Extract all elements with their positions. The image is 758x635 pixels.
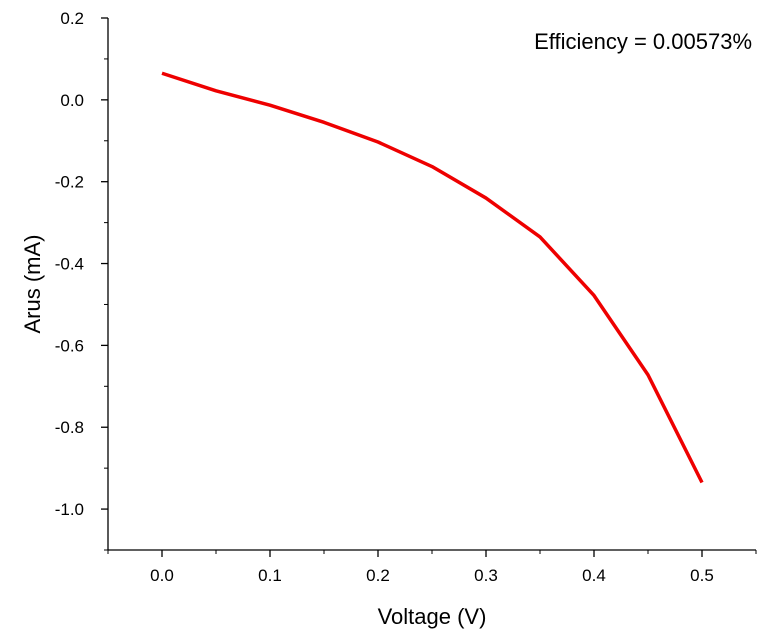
x-tick-label: 0.5 — [690, 566, 714, 585]
x-axis-ticks: 0.0 0.1 0.2 0.3 0.4 0.5 — [107, 550, 757, 585]
series-layer — [161, 71, 704, 484]
x-tick-label: 0.0 — [150, 566, 174, 585]
x-tick-label: 0.4 — [582, 566, 606, 585]
y-tick-label: -0.4 — [55, 255, 84, 274]
y-tick-label: -0.8 — [55, 418, 84, 437]
x-tick-label: 0.2 — [366, 566, 390, 585]
series-line — [161, 71, 704, 484]
x-axis-title: Voltage (V) — [378, 604, 487, 629]
y-tick-label: 0.2 — [60, 9, 84, 28]
annotation-efficiency: Efficiency = 0.00573% — [534, 29, 752, 54]
y-tick-label: -0.6 — [55, 336, 84, 355]
y-tick-label: -0.2 — [55, 173, 84, 192]
x-tick-label: 0.3 — [474, 566, 498, 585]
y-tick-label: 0.0 — [60, 91, 84, 110]
y-tick-label: -1.0 — [55, 500, 84, 519]
plot-frame — [107, 18, 756, 551]
y-axis-title: Arus (mA) — [20, 235, 45, 334]
y-axis-ticks: 0.2 0.0 -0.2 -0.4 -0.6 -0.8 -1.0 — [55, 9, 108, 551]
x-tick-label: 0.1 — [258, 566, 282, 585]
